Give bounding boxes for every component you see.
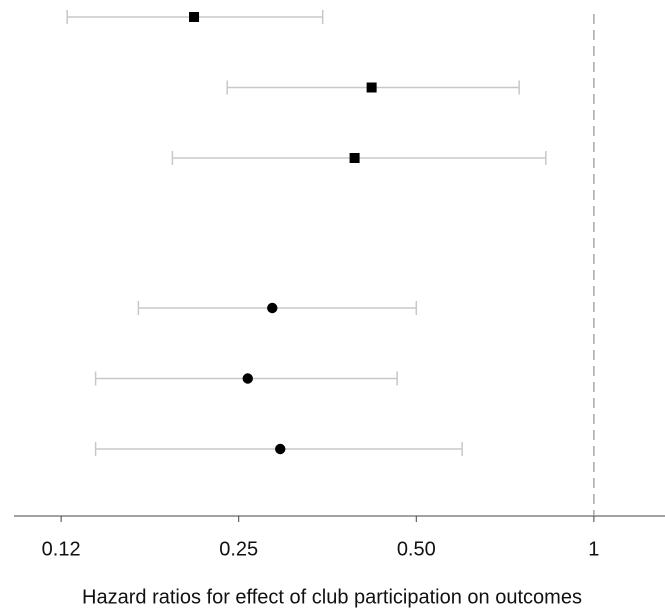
point-estimate	[189, 12, 200, 22]
point-estimate	[242, 373, 253, 384]
point-estimate	[275, 443, 286, 455]
point-estimate	[267, 302, 278, 314]
x-tick-label: 0.25	[219, 538, 258, 560]
point-estimate	[366, 82, 377, 93]
x-axis-label: Hazard ratios for effect of club partici…	[82, 586, 582, 608]
x-tick-label: 1	[588, 538, 599, 560]
x-tick-label: 0.12	[42, 538, 81, 560]
point-estimate	[349, 153, 360, 163]
x-tick-label: 0.50	[397, 538, 436, 560]
